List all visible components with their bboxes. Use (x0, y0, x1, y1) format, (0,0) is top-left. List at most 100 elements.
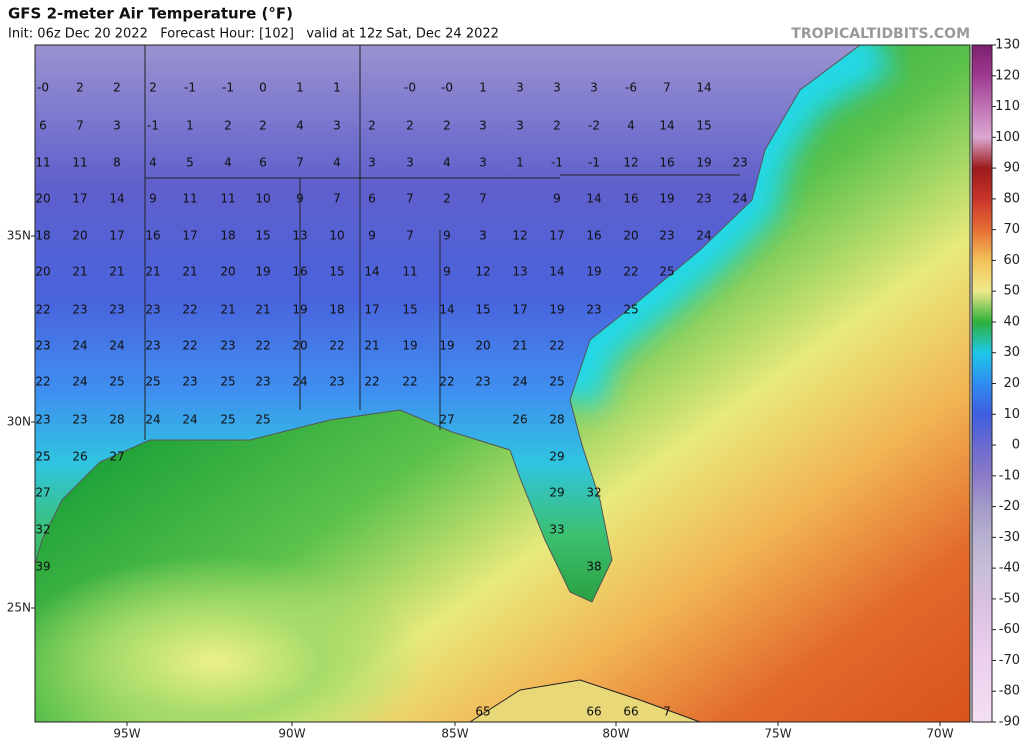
temperature-label: 12 (623, 156, 638, 170)
temperature-label: 14 (586, 192, 601, 206)
temperature-label: 2 (553, 119, 561, 133)
temperature-label: 4 (149, 156, 157, 170)
temperature-label: 23 (145, 303, 160, 317)
temperature-label: 25 (255, 413, 270, 427)
temperature-label: 24 (732, 192, 747, 206)
colorbar-label: 130 (995, 38, 1020, 53)
temperature-label: 15 (402, 303, 417, 317)
temperature-label: 13 (292, 229, 307, 243)
temperature-label: 19 (292, 303, 307, 317)
temperature-label: 19 (549, 303, 564, 317)
colorbar-label: 60 (1003, 253, 1020, 268)
temperature-label: 23 (182, 375, 197, 389)
temperature-label: 14 (659, 119, 674, 133)
temperature-label: -0 (37, 81, 49, 95)
temperature-label: 19 (586, 265, 601, 279)
colorbar-label: 0 (1012, 438, 1020, 453)
temperature-label: 28 (549, 413, 564, 427)
temperature-label: 29 (549, 486, 564, 500)
temperature-label: 23 (35, 339, 50, 353)
temperature-label: 2 (406, 119, 414, 133)
temperature-label: 21 (182, 265, 197, 279)
temperature-label: 22 (182, 339, 197, 353)
temperature-label: 7 (663, 81, 671, 95)
temperature-label: 3 (368, 156, 376, 170)
longitude-label: 70W (926, 727, 953, 741)
temperature-label: 21 (364, 339, 379, 353)
colorbar-label: -40 (999, 561, 1020, 576)
longitude-label: 90W (278, 727, 305, 741)
temperature-label: 2 (368, 119, 376, 133)
temperature-label: 3 (516, 81, 524, 95)
temperature-label: -1 (588, 156, 600, 170)
temperature-label: 11 (35, 156, 50, 170)
temperature-label: 3 (479, 156, 487, 170)
temperature-label: 23 (35, 413, 50, 427)
temperature-label: 15 (255, 229, 270, 243)
temperature-label: 11 (182, 192, 197, 206)
temperature-label: 20 (292, 339, 307, 353)
latitude-label: 25N (7, 601, 31, 615)
temperature-label: 38 (586, 560, 601, 574)
temperature-label: 2 (113, 81, 121, 95)
temperature-label: 3 (479, 119, 487, 133)
temperature-label: 24 (292, 375, 307, 389)
temperature-label: 7 (479, 192, 487, 206)
temperature-label: 26 (72, 450, 87, 464)
land (35, 45, 861, 603)
temperature-label: 14 (549, 265, 564, 279)
temperature-label: 24 (72, 339, 87, 353)
temperature-label: 23 (329, 375, 344, 389)
latitude-label: 35N (7, 229, 31, 243)
temperature-label: 3 (553, 81, 561, 95)
temperature-label: 21 (255, 303, 270, 317)
temperature-label: 19 (402, 339, 417, 353)
temperature-label: 3 (516, 119, 524, 133)
temperature-label: 14 (439, 303, 454, 317)
temperature-label: -1 (222, 81, 234, 95)
temperature-label: 4 (296, 119, 304, 133)
temperature-label: 9 (368, 229, 376, 243)
temperature-label: 4 (333, 156, 341, 170)
title: GFS 2-meter Air Temperature (°F) (8, 5, 293, 23)
colorbar-label: 40 (1003, 314, 1020, 329)
temperature-label: 22 (402, 375, 417, 389)
temperature-label: 19 (439, 339, 454, 353)
temperature-label: 14 (109, 192, 124, 206)
temperature-label: 39 (35, 560, 50, 574)
temperature-label: 9 (296, 192, 304, 206)
temperature-label: 21 (145, 265, 160, 279)
temperature-label: 22 (35, 303, 50, 317)
temperature-label: 24 (696, 229, 711, 243)
temperature-label: 21 (72, 265, 87, 279)
temperature-label: 22 (623, 265, 638, 279)
temperature-label: 7 (406, 229, 414, 243)
temperature-label: 23 (145, 339, 160, 353)
temperature-label: 7 (663, 705, 671, 719)
temperature-label: 1 (296, 81, 304, 95)
temperature-label: 23 (72, 303, 87, 317)
temperature-label: 15 (696, 119, 711, 133)
longitude-label: 85W (441, 727, 468, 741)
longitude-label: 95W (113, 727, 140, 741)
temperature-label: 22 (182, 303, 197, 317)
temperature-label: 7 (406, 192, 414, 206)
temperature-label: 0 (259, 81, 267, 95)
temperature-label: 14 (696, 81, 711, 95)
temperature-label: 7 (333, 192, 341, 206)
temperature-label: 4 (627, 119, 635, 133)
temperature-label: -1 (184, 81, 196, 95)
temperature-label: 32 (35, 523, 50, 537)
temperature-label: 26 (512, 413, 527, 427)
temperature-label: -0 (441, 81, 453, 95)
temperature-label: 23 (586, 303, 601, 317)
temperature-label: 24 (72, 375, 87, 389)
colorbar (971, 44, 993, 723)
temperature-label: -2 (588, 119, 600, 133)
temperature-label: 25 (220, 375, 235, 389)
colorbar-label: 110 (995, 99, 1020, 114)
temperature-label: 66 (586, 705, 601, 719)
temperature-label: 3 (333, 119, 341, 133)
temperature-label: 3 (590, 81, 598, 95)
